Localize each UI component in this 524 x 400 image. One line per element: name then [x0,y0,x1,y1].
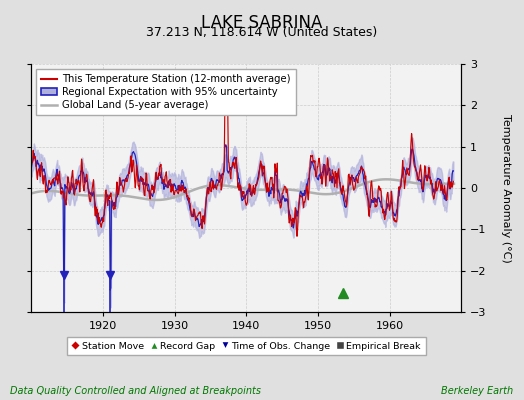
Text: 37.213 N, 118.614 W (United States): 37.213 N, 118.614 W (United States) [146,26,378,39]
Text: Data Quality Controlled and Aligned at Breakpoints: Data Quality Controlled and Aligned at B… [10,386,261,396]
Text: Berkeley Earth: Berkeley Earth [441,386,514,396]
Y-axis label: Temperature Anomaly (°C): Temperature Anomaly (°C) [500,114,510,262]
Legend: Station Move, Record Gap, Time of Obs. Change, Empirical Break: Station Move, Record Gap, Time of Obs. C… [67,337,425,355]
Legend: This Temperature Station (12-month average), Regional Expectation with 95% uncer: This Temperature Station (12-month avera… [37,69,296,115]
Text: LAKE SABRINA: LAKE SABRINA [201,14,323,32]
